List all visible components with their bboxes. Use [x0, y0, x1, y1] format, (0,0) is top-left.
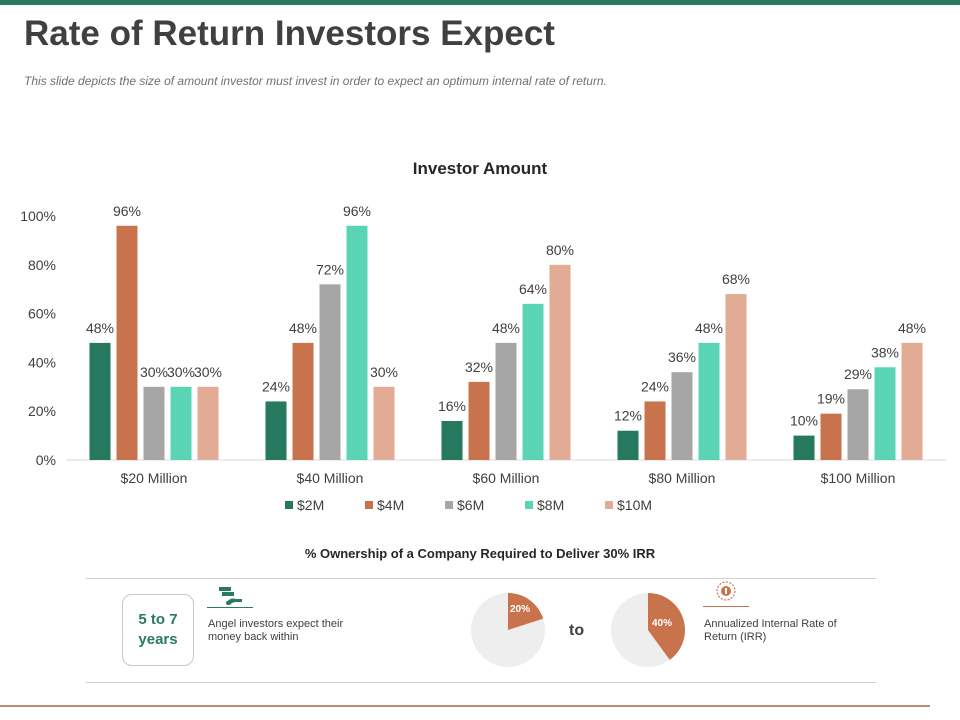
legend-label: $6M	[457, 497, 484, 513]
data-label: 48%	[492, 320, 520, 336]
data-label: 16%	[438, 398, 466, 414]
legend-swatch	[525, 501, 533, 509]
investor-amount-chart: Investor Amount 0% 20% 40% 60% 80% 100% $20 Mil…	[20, 159, 946, 513]
y-tick-label: 100%	[20, 208, 56, 224]
data-label: 68%	[722, 271, 750, 287]
data-label: 48%	[289, 320, 317, 336]
y-tick-label: 0%	[36, 452, 56, 468]
data-label: 72%	[316, 261, 344, 277]
data-label: 24%	[641, 378, 669, 394]
data-label: 36%	[668, 349, 696, 365]
data-label: 29%	[844, 366, 872, 382]
page-subtitle: This slide depicts the size of amount in…	[24, 74, 607, 88]
pie-20-percent: 20%	[471, 593, 545, 667]
bar	[143, 386, 165, 460]
bar	[644, 401, 666, 460]
x-tick-label: $20 Million	[121, 470, 188, 486]
data-label: 96%	[113, 203, 141, 219]
bar	[901, 342, 923, 460]
legend-label: $8M	[537, 497, 564, 513]
data-label: 10%	[790, 413, 818, 429]
data-label: 24%	[262, 378, 290, 394]
bar	[874, 367, 896, 460]
bar	[265, 401, 287, 460]
x-tick-label: $60 Million	[473, 470, 540, 486]
bar	[495, 342, 517, 460]
irr-underline	[703, 606, 749, 607]
chart-title: Investor Amount	[413, 159, 548, 178]
pie-low-slice	[508, 593, 544, 630]
bar	[522, 303, 544, 460]
data-label: 19%	[817, 391, 845, 407]
y-tick-label: 60%	[28, 306, 56, 322]
bar	[441, 420, 463, 460]
pie-40-percent: 40%	[611, 593, 685, 667]
data-label: 48%	[86, 320, 114, 336]
data-label: 80%	[546, 242, 574, 258]
money-hand-icon	[216, 585, 244, 612]
data-label: 30%	[194, 364, 222, 380]
bar	[197, 386, 219, 460]
data-label: 30%	[140, 364, 168, 380]
x-tick-label: $100 Million	[821, 470, 896, 486]
years-box: 5 to 7 years	[122, 594, 194, 666]
ownership-section-title: % Ownership of a Company Required to Del…	[304, 546, 656, 561]
divider-bottom	[86, 682, 876, 683]
bar	[793, 435, 815, 460]
data-label: 96%	[343, 203, 371, 219]
top-accent-bar	[0, 0, 960, 5]
legend-swatch	[285, 501, 293, 509]
data-label: 64%	[519, 281, 547, 297]
y-tick-label: 80%	[28, 257, 56, 273]
pie-high-slice	[648, 593, 685, 660]
connector-to: to	[569, 622, 585, 639]
bar	[170, 386, 192, 460]
page-title: Rate of Return Investors Expect	[24, 14, 555, 53]
bar	[820, 413, 842, 460]
data-label: 30%	[167, 364, 195, 380]
bar	[725, 294, 747, 460]
data-label: 12%	[614, 408, 642, 424]
bar	[617, 430, 639, 460]
data-label: 48%	[695, 320, 723, 336]
bar	[116, 225, 138, 460]
angel-description: Angel investors expect their money back …	[208, 618, 344, 643]
bar	[292, 342, 314, 460]
x-tick-label: $40 Million	[297, 470, 364, 486]
bar	[319, 284, 341, 460]
irr-description: Annualized Internal Rate of Return (IRR)	[704, 618, 837, 643]
legend-label: $2M	[297, 497, 324, 513]
legend-swatch	[445, 501, 453, 509]
data-label: 30%	[370, 364, 398, 380]
x-tick-label: $80 Million	[649, 470, 716, 486]
y-tick-label: 20%	[28, 403, 56, 419]
bar	[468, 381, 490, 460]
data-label: 48%	[898, 320, 926, 336]
legend-label: $10M	[617, 497, 652, 513]
bottom-accent-line	[0, 705, 930, 707]
data-label: 38%	[871, 344, 899, 360]
pie-high-label: 40%	[652, 618, 672, 629]
bar	[847, 389, 869, 460]
data-label: 32%	[465, 359, 493, 375]
legend-label: $4M	[377, 497, 404, 513]
legend-swatch	[605, 501, 613, 509]
divider-top	[86, 578, 876, 579]
pie-low-label: 20%	[510, 604, 530, 615]
irr-seal-icon	[714, 580, 738, 607]
y-tick-label: 40%	[28, 354, 56, 370]
bar	[549, 264, 571, 460]
bar	[89, 342, 111, 460]
bar	[698, 342, 720, 460]
bar	[346, 225, 368, 460]
legend-swatch	[365, 501, 373, 509]
bar	[373, 386, 395, 460]
angel-underline	[207, 607, 253, 608]
bar	[671, 372, 693, 460]
